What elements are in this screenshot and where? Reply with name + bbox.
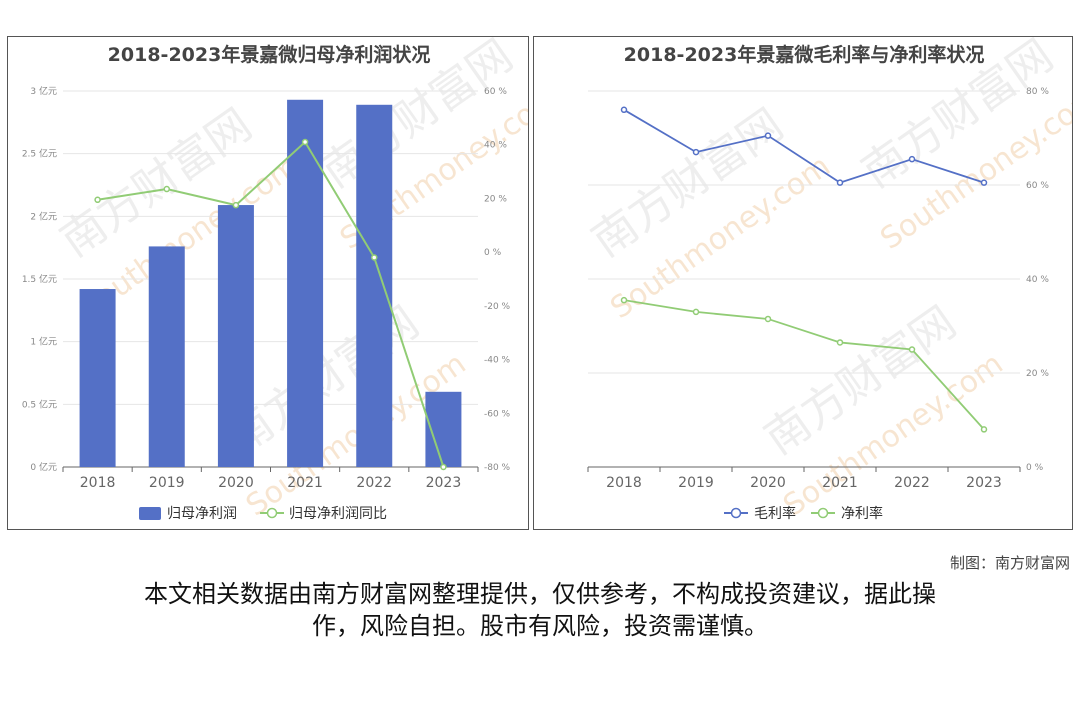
bar-net-profit <box>79 289 116 467</box>
point-gross-margin <box>908 155 916 163</box>
y-right-tick-label: -40 % <box>484 356 511 366</box>
chart-credit: 制图：南方财富网 <box>949 554 1070 572</box>
y-left-tick-label: 2.5 亿元 <box>22 148 57 160</box>
x-tick-label: 2021 <box>822 475 858 491</box>
point-gross-margin <box>620 106 628 114</box>
line-yoy <box>97 140 445 468</box>
y-right-tick-label: 40 % <box>1026 275 1049 285</box>
point-yoy <box>371 254 378 261</box>
y-right-tick-label: -80 % <box>484 463 511 473</box>
point-yoy <box>301 138 309 146</box>
point-yoy <box>232 201 240 209</box>
y-right-tick-label: -20 % <box>484 302 511 312</box>
y-right-tick-label: 20 % <box>1026 369 1049 379</box>
watermark: 南方财富网Southmoney.com南方财富网Southmoney.com南方… <box>583 37 1072 524</box>
y-right-tick-label: 60 % <box>1026 181 1049 191</box>
y-right-tick-label: -60 % <box>484 409 511 419</box>
point-gross-margin <box>692 148 700 156</box>
margin-chart: 南方财富网Southmoney.com南方财富网Southmoney.com南方… <box>583 37 1072 524</box>
legend-label-line: 归母净利润同比 <box>289 505 387 522</box>
y-left-tick-label: 3 亿元 <box>30 85 57 97</box>
point-yoy <box>94 196 101 204</box>
chart-title: 2018-2023年景嘉微归母净利润状况 <box>108 43 431 66</box>
point-net-margin <box>620 296 628 304</box>
y-right-tick-label: 80 % <box>1026 87 1049 97</box>
point-gross-margin <box>980 179 988 186</box>
bar-net-profit <box>356 104 393 467</box>
line-net-margin <box>623 299 985 431</box>
point-net-margin <box>980 426 988 433</box>
bar-net-profit <box>148 246 185 467</box>
legend-label-net-margin: 净利率 <box>841 505 883 522</box>
chart-panel-net-profit: 南方财富网 Southmoney.com 南方财富网 Southmoney.com 南方… <box>7 36 529 530</box>
legend-marker-net-margin <box>817 507 829 519</box>
x-tick-label: 2020 <box>218 475 254 491</box>
y-left-tick-label: 1.5 亿元 <box>22 273 57 285</box>
y-left-tick-label: 1 亿元 <box>30 336 57 348</box>
y-right-tick-label: 60 % <box>484 87 507 97</box>
disclaimer-line-2: 作，风险自担。股市有风险，投资需谨慎。 <box>312 612 768 640</box>
disclaimer-line-1: 本文相关数据由南方财富网整理提供，仅供参考，不构成投资建议，据此操 <box>144 580 936 608</box>
y-right-tick-label: 40 % <box>484 141 507 151</box>
x-tick-label: 2022 <box>356 475 392 491</box>
legend-label-bar: 归母净利润 <box>167 505 237 522</box>
legend-marker-gross-margin <box>730 507 742 519</box>
x-tick-label: 2019 <box>149 475 185 491</box>
x-tick-label: 2022 <box>894 475 930 491</box>
legend-marker-line <box>266 507 278 519</box>
point-yoy <box>440 463 447 471</box>
bar-net-profit <box>217 205 254 467</box>
y-left-tick-label: 0 亿元 <box>30 461 57 473</box>
y-left-tick-label: 2 亿元 <box>30 210 57 222</box>
disclaimer: 本文相关数据由南方财富网整理提供，仅供参考，不构成投资建议，据此操 作，风险自担… <box>60 578 1020 642</box>
chart-panel-margins: 南方财富网 Southmoney.com 南方财富网 Southmoney.com 南方… <box>533 36 1073 530</box>
y-right-tick-label: 0 % <box>484 248 502 258</box>
x-tick-label: 2018 <box>80 475 116 491</box>
point-net-margin <box>764 315 772 323</box>
line-gross-margin <box>623 109 985 184</box>
chart-title: 2018-2023年景嘉微毛利率与净利率状况 <box>624 43 985 66</box>
y-left-tick-label: 0.5 亿元 <box>22 398 57 410</box>
point-net-margin <box>908 346 916 353</box>
point-net-margin <box>692 308 700 316</box>
point-net-margin <box>836 339 844 346</box>
x-tick-label: 2019 <box>678 475 714 491</box>
x-tick-label: 2021 <box>287 475 323 491</box>
x-tick-label: 2023 <box>426 475 462 491</box>
point-gross-margin <box>764 132 772 139</box>
point-gross-margin <box>836 179 844 186</box>
point-yoy <box>163 185 170 193</box>
y-right-tick-label: 20 % <box>484 194 507 204</box>
legend-label-gross-margin: 毛利率 <box>754 505 796 522</box>
legend-swatch-bar <box>139 507 161 520</box>
x-tick-label: 2023 <box>966 475 1002 491</box>
x-tick-label: 2020 <box>750 475 786 491</box>
x-tick-label: 2018 <box>606 475 642 491</box>
y-right-tick-label: 0 % <box>1026 463 1044 473</box>
net-profit-chart: 南方财富网Southmoney.com南方财富网Southmoney.com南方… <box>22 37 528 524</box>
